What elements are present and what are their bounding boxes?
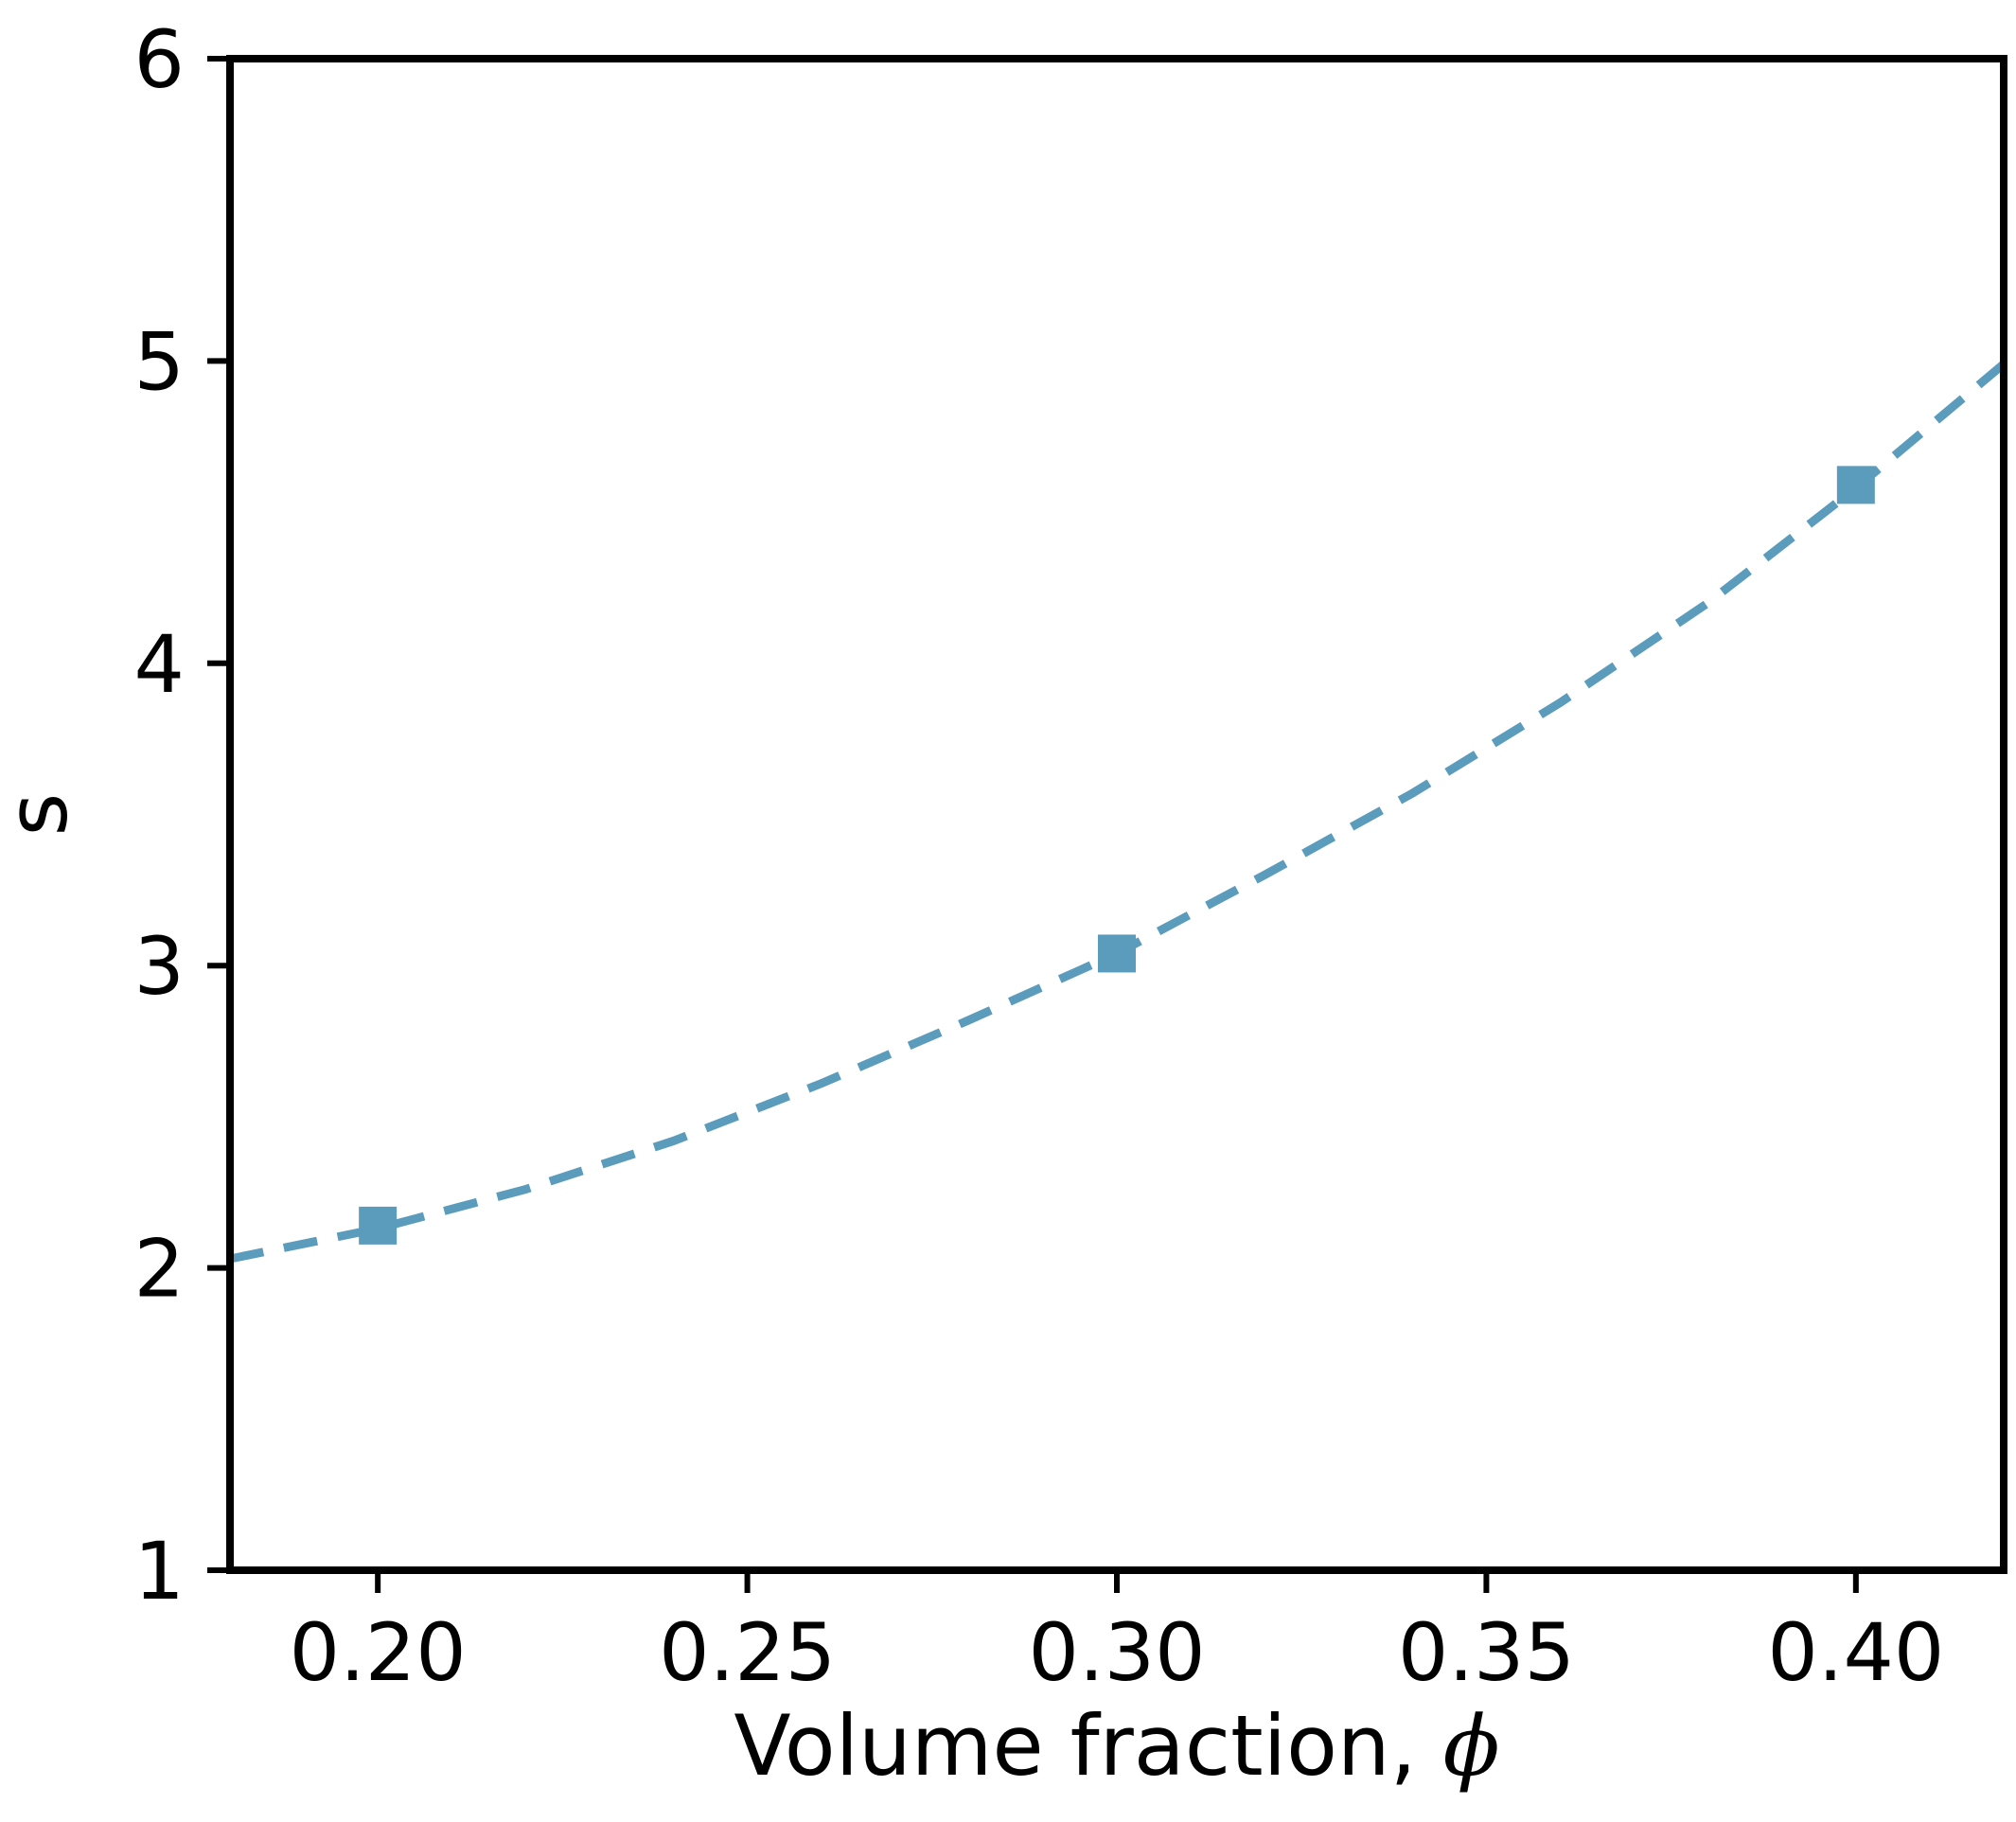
x-axis-label: Volume fraction, ϕ <box>734 1697 1499 1795</box>
plot-frame <box>226 55 2007 1574</box>
x-axis-label-text: Volume fraction, <box>734 1697 1442 1795</box>
y-tick-label: 5 <box>134 315 185 408</box>
data-point <box>1098 934 1136 973</box>
x-axis-label-symbol: ϕ <box>1443 1697 1500 1795</box>
y-axis-label: s <box>0 793 86 837</box>
y-axis: 1 2 3 4 5 6 <box>134 13 230 1618</box>
x-tick-label: 0.20 <box>290 1606 467 1699</box>
y-tick-label: 4 <box>134 618 185 711</box>
data-point <box>1836 466 1875 504</box>
y-tick-label: 6 <box>134 13 185 106</box>
x-tick-label: 0.35 <box>1398 1606 1575 1699</box>
x-tick-label: 0.40 <box>1767 1606 1944 1699</box>
x-axis: 0.20 0.25 0.30 0.35 0.40 <box>290 1570 1944 1699</box>
series-fit-line <box>229 361 2007 1264</box>
x-tick-label: 0.25 <box>659 1606 836 1699</box>
y-tick-label: 2 <box>134 1223 185 1316</box>
x-tick-label: 0.30 <box>1028 1606 1205 1699</box>
plot-marks <box>229 361 2007 1264</box>
data-point <box>359 1206 398 1245</box>
y-tick-label: 1 <box>134 1525 185 1618</box>
y-tick-label: 3 <box>134 920 185 1013</box>
